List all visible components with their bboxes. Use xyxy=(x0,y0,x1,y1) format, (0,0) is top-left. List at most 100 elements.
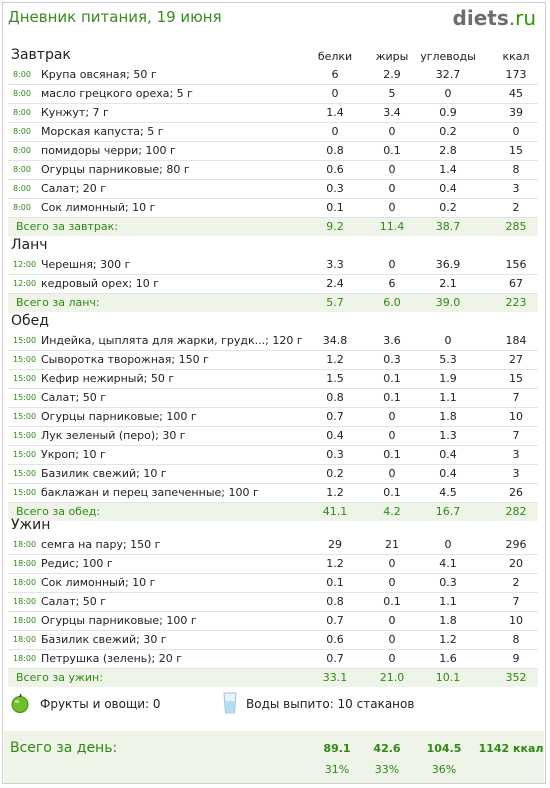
total-kcal: 352 xyxy=(505,671,527,684)
protein-value: 0.3 xyxy=(326,182,344,195)
site-logo[interactable]: diets.ru xyxy=(453,6,536,30)
carbs-value: 0.4 xyxy=(439,467,457,480)
food-row[interactable]: 8:00 помидоры черри; 100 г 0.8 0.1 2.8 15 xyxy=(8,142,538,161)
protein-value: 0 xyxy=(331,125,339,138)
meal-total-row: Всего за завтрак: 9.2 11.4 38.7 285 xyxy=(8,218,538,236)
apple-icon xyxy=(11,693,29,713)
protein-value: 0.6 xyxy=(326,163,344,176)
carbs-value: 1.9 xyxy=(439,372,457,385)
carbs-value: 1.8 xyxy=(439,614,457,627)
carbs-value: 0.3 xyxy=(439,576,457,589)
food-row[interactable]: 18:00 Редис; 100 г 1.2 0 4.1 20 xyxy=(8,555,538,574)
food-name: Черешня; 300 г xyxy=(41,258,131,271)
food-name: баклажан и перец запеченные; 100 г xyxy=(41,486,259,499)
food-name: Сок лимонный; 10 г xyxy=(41,201,156,214)
carbs-value: 0 xyxy=(444,87,452,100)
meal-time: 8:00 xyxy=(13,146,31,155)
food-name: Индейка, цыплята для жарки, грудк...; 12… xyxy=(41,334,303,347)
protein-value: 0.8 xyxy=(326,144,344,157)
protein-value: 0 xyxy=(331,87,339,100)
protein-value: 34.8 xyxy=(322,334,348,347)
meal-time: 18:00 xyxy=(13,559,37,568)
meal-total-label: Всего за ланч: xyxy=(16,296,100,309)
food-row[interactable]: 8:00 Морская капуста; 5 г 0 0 0.2 0 xyxy=(8,123,538,142)
food-row[interactable]: 12:00 кедровый орех; 10 г 2.4 6 2.1 67 xyxy=(8,275,538,294)
food-row[interactable]: 18:00 Огурцы парниковые; 100 г 0.7 0 1.8 10 xyxy=(8,612,538,631)
carbs-value: 0.2 xyxy=(439,125,457,138)
protein-value: 0.6 xyxy=(326,633,344,646)
food-row[interactable]: 8:00 Кунжут; 7 г 1.4 3.4 0.9 39 xyxy=(8,104,538,123)
meal-time: 8:00 xyxy=(13,89,31,98)
extras-bar: Фрукты и овощи: 0 Воды выпито: 10 стакан… xyxy=(10,692,530,718)
total-protein: 41.1 xyxy=(322,505,348,518)
fat-value: 0 xyxy=(388,258,396,271)
food-name: Морская капуста; 5 г xyxy=(41,125,164,138)
kcal-value: 3 xyxy=(512,467,520,480)
kcal-value: 0 xyxy=(512,125,520,138)
fat-value: 0.1 xyxy=(383,486,401,499)
food-row[interactable]: 15:00 Сыворотка творожная; 150 г 1.2 0.3 5.3… xyxy=(8,351,538,370)
carbs-value: 2.1 xyxy=(439,277,457,290)
day-fat: 42.6 xyxy=(373,742,401,755)
food-row[interactable]: 15:00 Базилик свежий; 10 г 0.2 0 0.4 3 xyxy=(8,465,538,484)
protein-value: 0.1 xyxy=(326,576,344,589)
day-protein-pct: 31% xyxy=(324,763,350,776)
total-carbs: 39.0 xyxy=(435,296,461,309)
fat-value: 0 xyxy=(388,614,396,627)
food-row[interactable]: 18:00 семга на пару; 150 г 29 21 0 296 xyxy=(8,536,538,555)
fat-value: 0 xyxy=(388,633,396,646)
meal-total-row: Всего за ланч: 5.7 6.0 39.0 223 xyxy=(8,294,538,312)
food-row[interactable]: 15:00 Индейка, цыплята для жарки, грудк..… xyxy=(8,332,538,351)
food-row[interactable]: 12:00 Черешня; 300 г 3.3 0 36.9 156 xyxy=(8,256,538,275)
food-row[interactable]: 15:00 Кефир нежирный; 50 г 1.5 0.1 1.9 15 xyxy=(8,370,538,389)
meal-time: 8:00 xyxy=(13,184,31,193)
total-kcal: 285 xyxy=(505,220,527,233)
food-row[interactable]: 18:00 Салат; 50 г 0.8 0.1 1.1 7 xyxy=(8,593,538,612)
protein-value: 3.3 xyxy=(326,258,344,271)
water-glass-icon xyxy=(223,692,237,714)
fruits-veg-count: Фрукты и овощи: 0 xyxy=(40,697,161,711)
kcal-value: 27 xyxy=(509,353,523,366)
fat-value: 5 xyxy=(388,87,396,100)
kcal-value: 2 xyxy=(512,576,520,589)
carbs-value: 1.2 xyxy=(439,633,457,646)
carbs-value: 0.4 xyxy=(439,448,457,461)
food-row[interactable]: 8:00 Сок лимонный; 10 г 0.1 0 0.2 2 xyxy=(8,199,538,218)
kcal-value: 15 xyxy=(509,372,523,385)
food-row[interactable]: 15:00 Огурцы парниковые; 100 г 0.7 0 1.8 10 xyxy=(8,408,538,427)
food-row[interactable]: 8:00 Салат; 20 г 0.3 0 0.4 3 xyxy=(8,180,538,199)
fat-value: 0 xyxy=(388,429,396,442)
column-header: жиры xyxy=(375,50,409,63)
food-row[interactable]: 15:00 Салат; 50 г 0.8 0.1 1.1 7 xyxy=(8,389,538,408)
kcal-value: 67 xyxy=(509,277,523,290)
food-row[interactable]: 18:00 Сок лимонный; 10 г 0.1 0 0.3 2 xyxy=(8,574,538,593)
kcal-value: 20 xyxy=(509,557,523,570)
food-row[interactable]: 15:00 Укроп; 10 г 0.3 0.1 0.4 3 xyxy=(8,446,538,465)
food-row[interactable]: 15:00 Лук зеленый (перо); 30 г 0.4 0 1.3 7 xyxy=(8,427,538,446)
food-row[interactable]: 15:00 баклажан и перец запеченные; 100 г 1… xyxy=(8,484,538,503)
carbs-value: 0 xyxy=(444,538,452,551)
meal-time: 15:00 xyxy=(13,336,37,345)
meal-total-row: Всего за ужин: 33.1 21.0 10.1 352 xyxy=(8,669,538,687)
total-carbs: 38.7 xyxy=(435,220,461,233)
protein-value: 1.2 xyxy=(326,486,344,499)
meal-header: Завтрак белки жиры углеводы ккал xyxy=(8,44,538,66)
meal-time: 12:00 xyxy=(13,279,37,288)
food-row[interactable]: 8:00 масло грецкого ореха; 5 г 0 5 0 45 xyxy=(8,85,538,104)
carbs-value: 1.1 xyxy=(439,595,457,608)
meal-time: 18:00 xyxy=(13,597,37,606)
total-protein: 33.1 xyxy=(322,671,348,684)
fat-value: 0.1 xyxy=(383,595,401,608)
food-name: кедровый орех; 10 г xyxy=(41,277,160,290)
food-name: Огурцы парниковые; 100 г xyxy=(41,410,197,423)
fat-value: 0 xyxy=(388,652,396,665)
food-row[interactable]: 18:00 Петрушка (зелень); 20 г 0.7 0 1.6 9 xyxy=(8,650,538,669)
food-row[interactable]: 8:00 Огурцы парниковые; 80 г 0.6 0 1.4 8 xyxy=(8,161,538,180)
total-kcal: 223 xyxy=(505,296,527,309)
food-row[interactable]: 18:00 Базилик свежий; 30 г 0.6 0 1.2 8 xyxy=(8,631,538,650)
meal-time: 18:00 xyxy=(13,540,37,549)
carbs-value: 1.8 xyxy=(439,410,457,423)
protein-value: 1.2 xyxy=(326,557,344,570)
food-row[interactable]: 8:00 Крупа овсяная; 50 г 6 2.9 32.7 173 xyxy=(8,66,538,85)
